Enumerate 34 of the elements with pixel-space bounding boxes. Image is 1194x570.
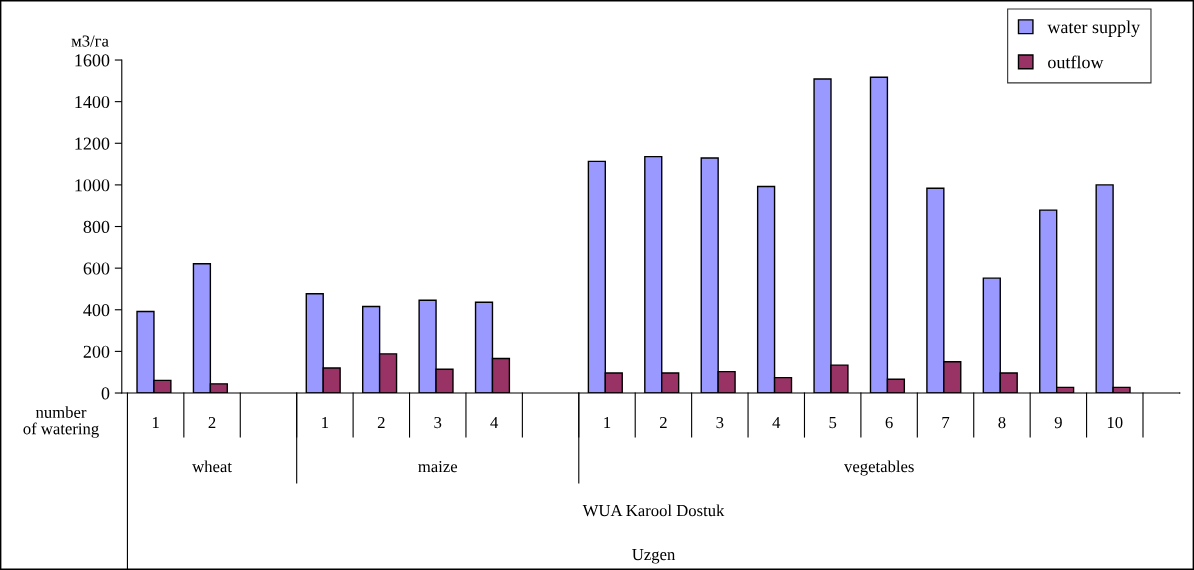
legend-label: water supply (1047, 20, 1141, 37)
text: Uzgen (632, 549, 676, 564)
y-tick-label: 1000 (75, 179, 110, 192)
text: WUA Karool Dostuk (582, 504, 725, 517)
x-tick-label: 1 (322, 417, 329, 429)
y-tick-label: 0 (101, 387, 110, 400)
x-tick-label: 5 (829, 417, 837, 429)
x-tick-label: 4 (490, 417, 499, 429)
x-tick-label: 10 (1107, 416, 1123, 429)
y-tick-label: 1400 (75, 95, 110, 109)
x-tick-label: 1 (152, 417, 159, 429)
y-tick-label: 1600 (75, 54, 110, 67)
x-tick-label: 8 (998, 416, 1006, 429)
x-tick-label: 3 (434, 416, 442, 429)
y-tick-label: 400 (83, 304, 110, 317)
legend-label: outflow (1048, 55, 1104, 69)
text: number of watering (23, 406, 99, 438)
x-tick-label: 4 (772, 417, 781, 429)
x-tick-label: 2 (659, 416, 667, 429)
text: maize (418, 460, 458, 473)
x-tick-label: 6 (885, 416, 893, 429)
text: vegetables (844, 460, 914, 476)
y-tick-label: 800 (83, 220, 110, 233)
y-tick-label: 200 (83, 345, 110, 358)
x-tick-label: 9 (1054, 416, 1062, 429)
text: wheat (192, 460, 232, 473)
x-tick-label: 3 (716, 416, 724, 429)
x-tick-label: 1 (604, 417, 611, 429)
y-tick-label: 600 (83, 262, 110, 275)
x-tick-label: 7 (942, 417, 950, 429)
x-tick-label: 2 (208, 416, 216, 429)
y-axis-title: м3/га (71, 35, 109, 47)
x-tick-label: 2 (377, 416, 385, 429)
y-tick-label: 1200 (75, 137, 110, 150)
